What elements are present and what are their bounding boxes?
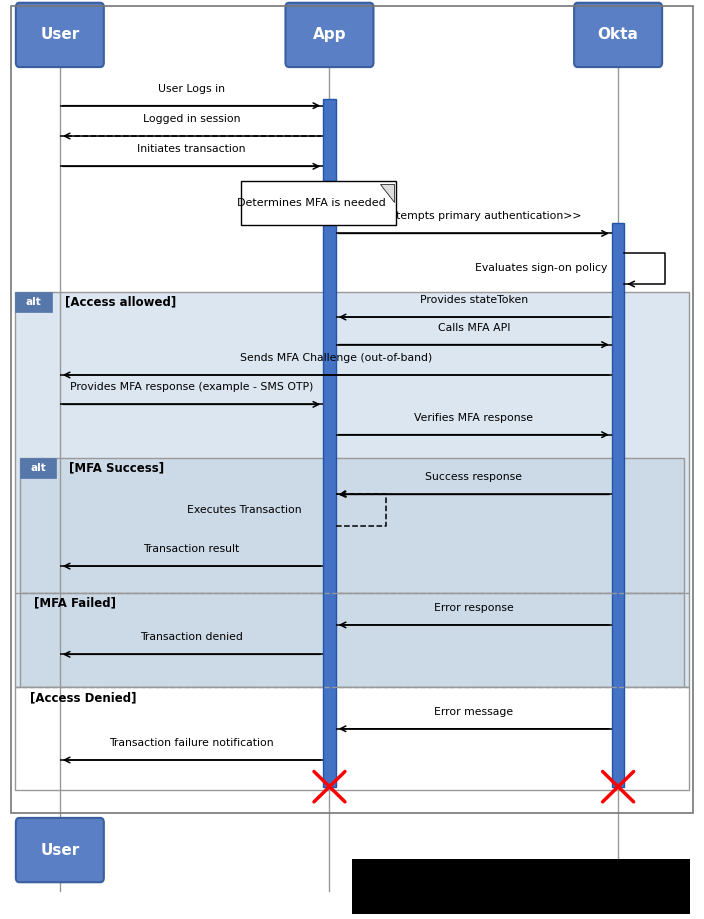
Text: Evaluates sign-on policy: Evaluates sign-on policy: [475, 264, 608, 273]
Text: User: User: [40, 843, 80, 857]
FancyBboxPatch shape: [20, 458, 56, 478]
Text: Executes Transaction: Executes Transaction: [187, 505, 301, 515]
Text: Initiates transaction: Initiates transaction: [137, 144, 246, 154]
FancyBboxPatch shape: [16, 3, 104, 67]
Text: Provides MFA response (example - SMS OTP): Provides MFA response (example - SMS OTP…: [70, 382, 313, 392]
FancyBboxPatch shape: [15, 292, 52, 312]
Text: Provides stateToken: Provides stateToken: [420, 295, 528, 305]
FancyBboxPatch shape: [574, 3, 662, 67]
Text: Sends MFA Challenge (out-of-band): Sends MFA Challenge (out-of-band): [239, 353, 432, 363]
Text: [Access allowed]: [Access allowed]: [65, 296, 176, 309]
Text: App: App: [313, 28, 346, 42]
Text: User Logs in: User Logs in: [158, 84, 225, 94]
Text: Determines MFA is needed: Determines MFA is needed: [237, 199, 386, 208]
Polygon shape: [380, 184, 394, 202]
Text: Error message: Error message: [434, 707, 513, 717]
Text: alt: alt: [30, 463, 46, 472]
FancyBboxPatch shape: [20, 593, 684, 687]
Text: alt: alt: [26, 298, 42, 307]
Text: [MFA Success]: [MFA Success]: [69, 461, 164, 474]
FancyBboxPatch shape: [352, 859, 690, 914]
Text: Error response: Error response: [434, 603, 514, 613]
Text: Transaction result: Transaction result: [144, 544, 239, 554]
Text: Success response: Success response: [425, 472, 522, 482]
FancyBboxPatch shape: [15, 687, 689, 790]
FancyBboxPatch shape: [323, 99, 336, 787]
FancyBboxPatch shape: [16, 818, 104, 882]
FancyBboxPatch shape: [286, 3, 373, 67]
FancyBboxPatch shape: [612, 223, 624, 787]
Text: [MFA Failed]: [MFA Failed]: [34, 596, 115, 609]
Text: Transaction denied: Transaction denied: [140, 632, 243, 642]
Text: Verifies MFA response: Verifies MFA response: [414, 413, 534, 423]
Text: Transaction failure notification: Transaction failure notification: [109, 738, 274, 748]
Text: [Access Denied]: [Access Denied]: [30, 691, 136, 704]
Text: <<attempts primary authentication>>: <<attempts primary authentication>>: [367, 211, 581, 221]
FancyBboxPatch shape: [241, 181, 396, 225]
Text: Okta: Okta: [598, 28, 639, 42]
Text: Logged in session: Logged in session: [143, 114, 240, 124]
Text: Calls MFA API: Calls MFA API: [438, 323, 510, 333]
FancyBboxPatch shape: [20, 458, 684, 593]
Text: User: User: [40, 28, 80, 42]
FancyBboxPatch shape: [15, 292, 689, 687]
